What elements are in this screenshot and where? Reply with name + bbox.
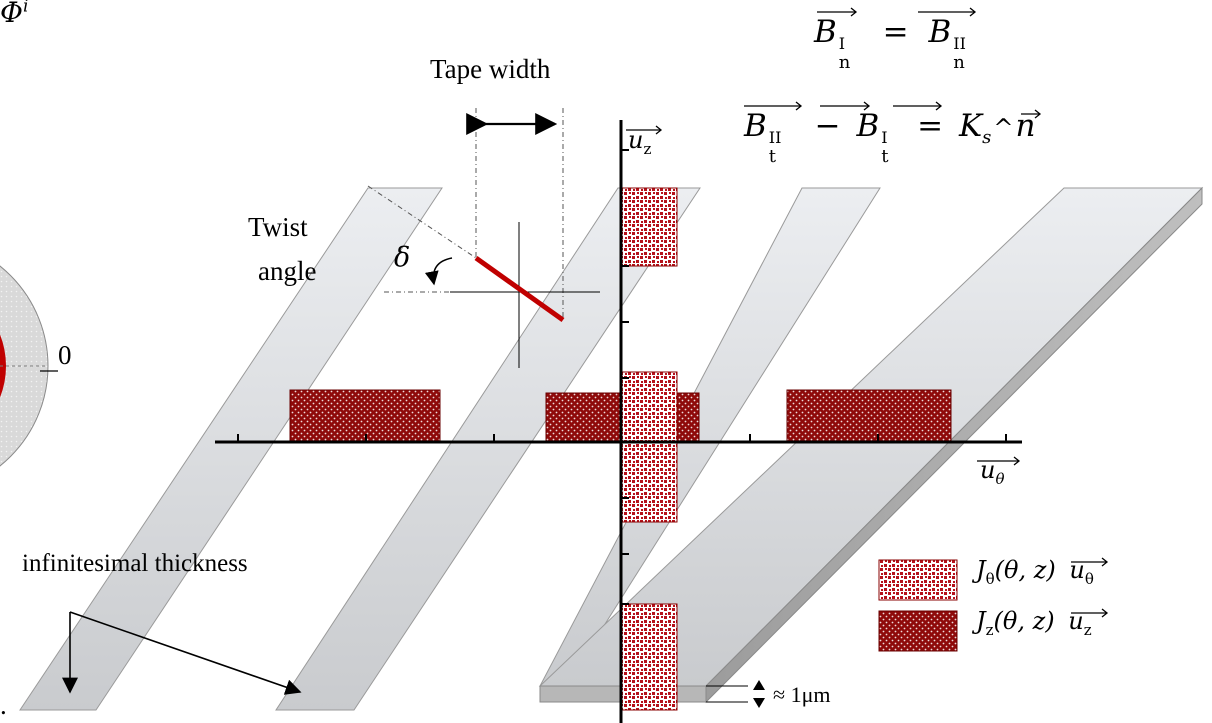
vector-overlines bbox=[626, 7, 1109, 618]
zero-label: 0 bbox=[58, 340, 72, 370]
thickness-arrow-down bbox=[753, 698, 765, 708]
twist-angle-arc bbox=[424, 257, 453, 286]
twist-red-segment bbox=[474, 255, 565, 323]
thickness-approx-label: ≈ 1μm bbox=[773, 682, 831, 707]
jtheta-bar-bottom bbox=[620, 603, 678, 711]
jtheta-bar-top bbox=[620, 187, 678, 267]
cross-section-disk bbox=[0, 265, 49, 467]
legend-swatch-jtheta bbox=[878, 559, 958, 601]
infinitesimal-thickness-label: infinitesimal thickness bbox=[22, 550, 248, 577]
phi-label: Φi bbox=[0, 0, 29, 29]
tape-width-label: Tape width bbox=[430, 54, 551, 84]
corner-dot: . bbox=[0, 690, 7, 720]
legend-item-jtheta: Jθ(θ, z) uθ bbox=[976, 556, 1094, 588]
twist-reference-line bbox=[367, 185, 477, 259]
u-theta-axis-label: uθ bbox=[980, 456, 1005, 488]
legend-item-jz: Jz(θ, z) uz bbox=[976, 607, 1092, 639]
thickness-arrow-up bbox=[753, 680, 765, 690]
u-z-ticks bbox=[621, 149, 629, 605]
jtheta-bar-middle bbox=[620, 371, 678, 523]
u-theta-ticks bbox=[237, 434, 1007, 442]
jz-bar-right bbox=[786, 389, 952, 443]
delta-symbol: δ bbox=[394, 242, 411, 273]
twist-label-line1: Twist bbox=[248, 212, 308, 242]
u-z-axis-label: uz bbox=[628, 126, 652, 158]
twist-label-line2: angle bbox=[258, 256, 317, 286]
thickness-pointer-diagonal bbox=[69, 611, 302, 695]
tape-strip-1 bbox=[19, 187, 443, 711]
legend-swatch-jz bbox=[878, 610, 958, 652]
